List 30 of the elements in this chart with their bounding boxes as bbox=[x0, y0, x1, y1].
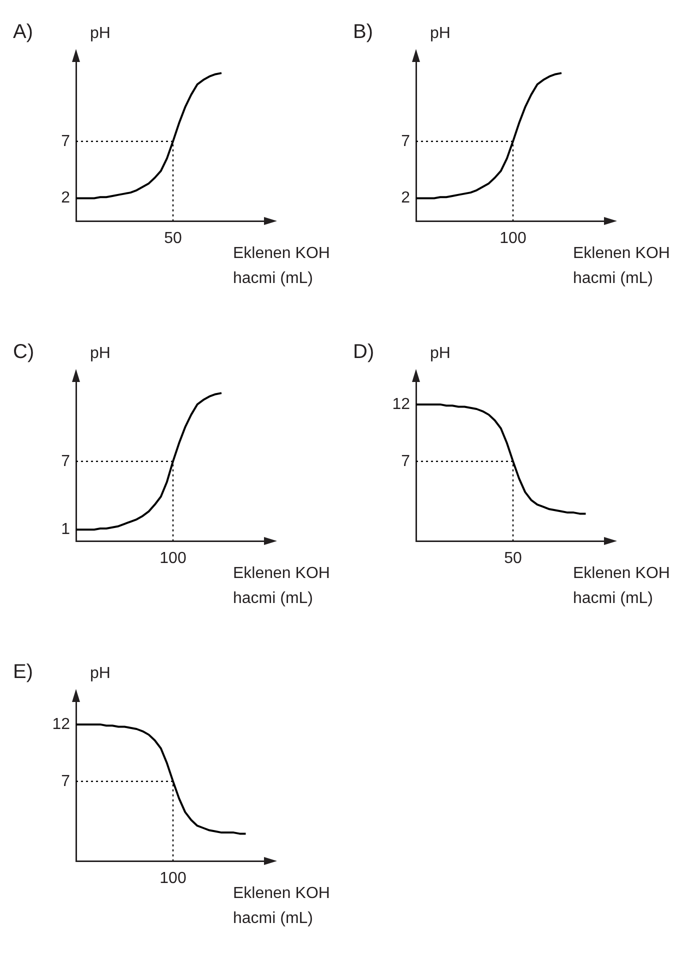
y-tick-label: 2 bbox=[61, 190, 70, 207]
y-axis-title: pH bbox=[430, 345, 450, 362]
y-tick-label: 7 bbox=[61, 132, 70, 150]
chart-title: B) bbox=[353, 21, 373, 43]
y-tick-label: 2 bbox=[401, 190, 410, 207]
x-axis-title: Eklenen KOH hacmi (mL) bbox=[573, 565, 670, 607]
y-axis-title: pH bbox=[90, 25, 110, 42]
y-axis-title: pH bbox=[90, 345, 110, 362]
y-tick-label: 7 bbox=[61, 452, 70, 470]
text: 50 bbox=[164, 230, 182, 247]
x-axis-title: Eklenen KOH hacmi (mL) bbox=[233, 565, 330, 607]
text: 100 bbox=[160, 870, 186, 887]
x-axis-title: Eklenen KOH hacmi (mL) bbox=[233, 885, 330, 927]
y-tick-label: 1 bbox=[61, 521, 70, 538]
chart-title: C) bbox=[13, 341, 34, 363]
y-tick-label: 7 bbox=[61, 772, 70, 790]
text: 50 bbox=[504, 550, 522, 567]
text: 100 bbox=[160, 550, 186, 567]
y-tick-label: 12 bbox=[52, 716, 70, 733]
y-tick-label: 7 bbox=[401, 452, 410, 470]
chart-title: A) bbox=[13, 21, 33, 43]
chart-title: D) bbox=[353, 341, 374, 363]
chart-title: E) bbox=[13, 661, 33, 683]
x-axis-title: Eklenen KOH hacmi (mL) bbox=[233, 245, 330, 287]
y-tick-label: 12 bbox=[392, 396, 410, 413]
text: 100 bbox=[500, 230, 526, 247]
x-axis-title: Eklenen KOH hacmi (mL) bbox=[573, 245, 670, 287]
y-axis-title: pH bbox=[430, 25, 450, 42]
y-tick-label: 7 bbox=[401, 132, 410, 150]
y-axis-title: pH bbox=[90, 665, 110, 682]
